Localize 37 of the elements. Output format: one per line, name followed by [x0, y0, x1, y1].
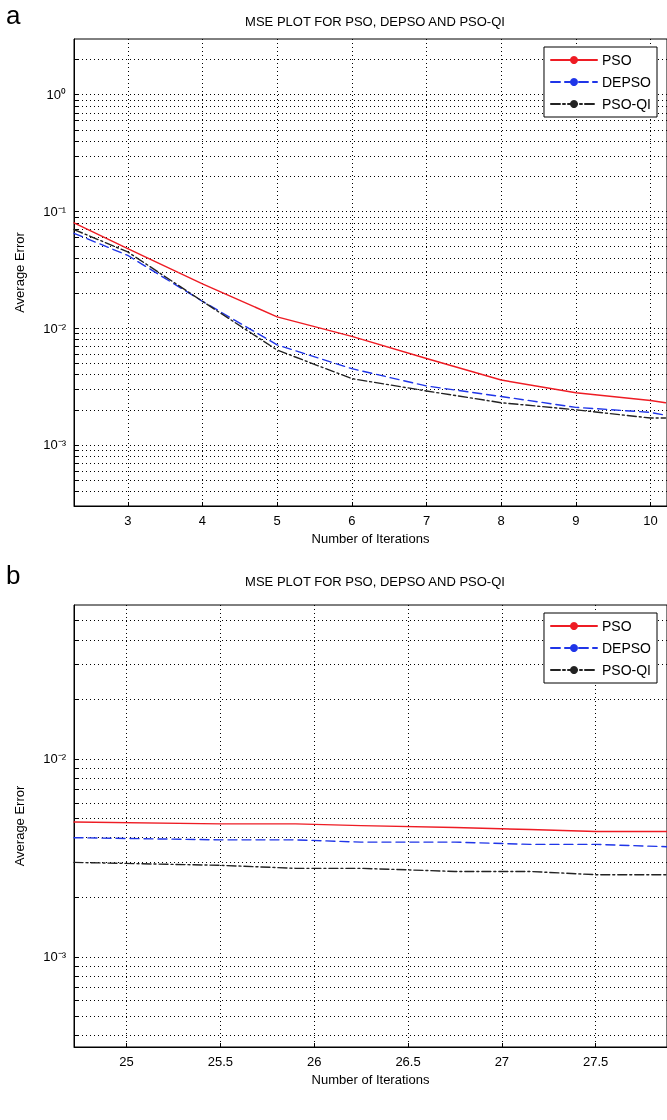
y-tick-label: 10⁻³	[43, 949, 67, 965]
x-tick-label: 5	[273, 513, 281, 528]
text: b	[6, 560, 21, 591]
y-tick-label: 10⁰	[46, 87, 66, 103]
x-axis-title: Number of Iterations	[311, 1072, 430, 1087]
y-axis-title: Average Error	[12, 231, 27, 313]
y-tick-label: 10⁻²	[43, 751, 67, 767]
legend-label: PSO	[601, 52, 632, 68]
x-tick-label: 7	[422, 513, 431, 528]
x-tick-label: 27	[494, 1054, 510, 1069]
chart-title: MSE PLOT FOR PSO, DEPSO AND PSO-QI	[245, 14, 505, 29]
x-tick-label: 10	[643, 513, 658, 528]
x-tick-label: 4	[198, 513, 207, 528]
legend-label: PSO-QI	[601, 662, 651, 678]
line-series	[73, 821, 667, 833]
x-tick-label: 6	[348, 513, 356, 528]
x-tick-label: 27.5	[583, 1054, 609, 1069]
y-tick-label: 10⁻¹	[43, 203, 67, 219]
legend-label: PSO-QI	[601, 96, 651, 112]
x-tick-label: 25.5	[207, 1054, 234, 1069]
x-tick-label: 26.5	[395, 1054, 421, 1069]
x-axis-title: Number of Iterations	[311, 531, 430, 546]
x-tick-label: 8	[497, 513, 505, 528]
y-tick-label: 10⁻²	[43, 320, 67, 336]
x-tick-label: 25	[119, 1054, 134, 1069]
legend-label: PSO	[601, 618, 632, 634]
text: a	[6, 0, 21, 31]
line-series	[73, 861, 667, 876]
line-series	[73, 836, 667, 848]
x-tick-label: 26	[306, 1054, 322, 1069]
legend-label: DEPSO	[601, 74, 652, 90]
chart-title: MSE PLOT FOR PSO, DEPSO AND PSO-QI	[245, 574, 505, 589]
x-tick-label: 9	[572, 513, 580, 528]
y-axis-title: Average Error	[12, 784, 27, 867]
legend-label: DEPSO	[601, 640, 652, 656]
y-tick-label: 10⁻³	[43, 437, 67, 453]
x-tick-label: 3	[124, 513, 132, 528]
